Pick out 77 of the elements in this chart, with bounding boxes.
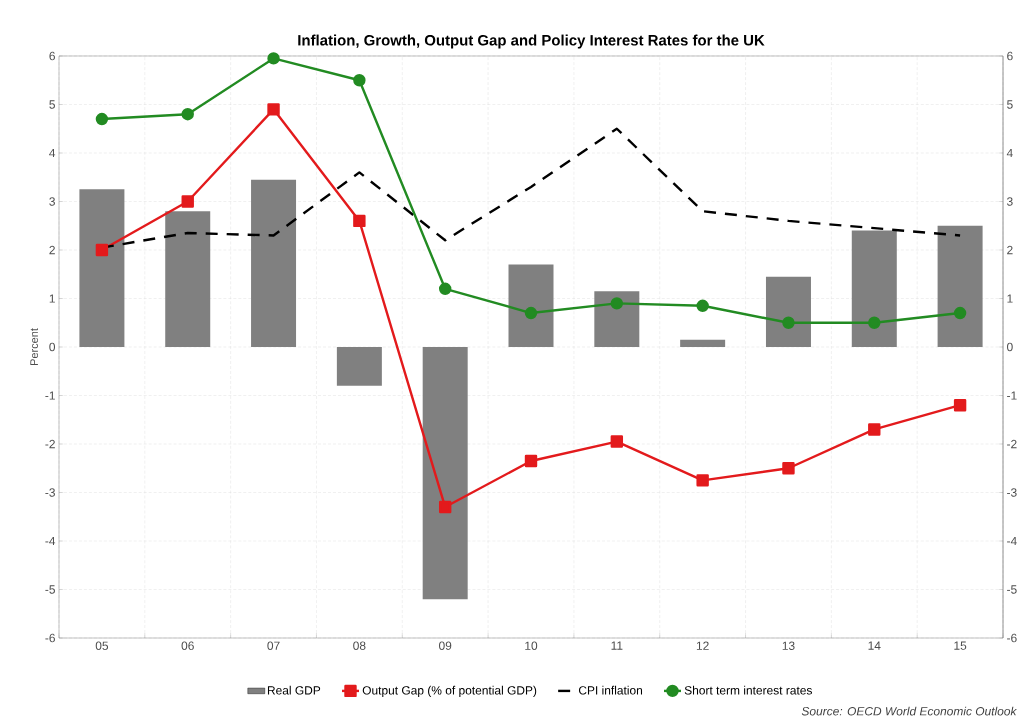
bar (79, 189, 125, 347)
x-tick-label: 11 (611, 641, 623, 650)
point (782, 316, 795, 329)
chart-title: Inflation, Growth, Output Gap and Policy Interest Rates for the UK (298, 34, 765, 49)
point (181, 195, 194, 208)
bar (765, 276, 811, 347)
x-tick-label: 06 (181, 641, 194, 650)
x-tick-label: 08 (353, 641, 366, 650)
y2-tick-label: 0 (1007, 342, 1013, 352)
point (95, 243, 109, 257)
x-tick-label: 10 (525, 641, 538, 650)
y-tick-label: -5 (45, 585, 55, 594)
point (524, 454, 538, 468)
y2-tick-label: -5 (1007, 585, 1017, 594)
bar (851, 230, 897, 347)
bar (680, 339, 726, 347)
y2-tick-label: 2 (1007, 245, 1013, 255)
y2-tick-label: -2 (1007, 439, 1017, 449)
point (953, 399, 967, 412)
source-note: Source: OECD World Economic Outlook (801, 706, 1017, 716)
y-tick-label: 2 (49, 245, 55, 255)
y2-tick-label: -6 (1007, 633, 1017, 643)
bar (165, 211, 211, 347)
y-tick-label: -1 (45, 391, 55, 400)
bar (251, 179, 297, 347)
y-tick-label: 5 (49, 100, 55, 109)
point (438, 282, 452, 295)
point (610, 297, 624, 310)
point (696, 299, 709, 312)
bar (508, 264, 554, 347)
point (181, 108, 194, 121)
y-tick-label: 4 (49, 148, 56, 158)
x-tick-label: 05 (95, 641, 109, 650)
x-tick-label: 14 (868, 641, 881, 650)
point (438, 500, 452, 514)
y2-tick-label: 4 (1006, 148, 1013, 158)
x-tick-label: 15 (954, 641, 967, 650)
y-tick-label: 6 (49, 51, 55, 61)
y-tick-label: -3 (45, 488, 55, 497)
bar (594, 291, 640, 347)
point (953, 306, 967, 320)
bar (937, 225, 983, 347)
point (868, 423, 881, 436)
point (524, 306, 538, 320)
y2-tick-label: -3 (1007, 488, 1017, 497)
point (353, 74, 366, 87)
legend-label: Short term interest rates (684, 685, 812, 695)
y-axis-title: Percent (30, 328, 39, 365)
point (782, 462, 795, 475)
bar (336, 347, 382, 386)
y2-tick-label: 3 (1007, 197, 1013, 206)
bar (422, 347, 468, 600)
point (95, 112, 109, 126)
y2-tick-label: 1 (1007, 294, 1013, 303)
y2-tick-label: 6 (1007, 51, 1013, 61)
point (267, 52, 280, 65)
point (353, 214, 366, 228)
y-tick-label: 3 (49, 197, 55, 206)
point (868, 316, 881, 329)
y-tick-label: -6 (45, 633, 55, 643)
x-tick-label: 07 (267, 641, 280, 650)
x-tick-label: 13 (782, 641, 795, 650)
point (267, 103, 280, 116)
x-tick-label: 09 (439, 641, 452, 650)
y2-tick-label: -1 (1007, 391, 1017, 400)
y2-tick-label: -4 (1007, 536, 1017, 546)
point (610, 435, 624, 448)
y-tick-label: 0 (49, 342, 56, 352)
legend-label: Output Gap (% of potential GDP) (362, 685, 537, 697)
y2-tick-label: 5 (1007, 100, 1013, 109)
y-tick-label: -4 (45, 536, 56, 546)
legend-label: CPI inflation (578, 685, 643, 695)
point (696, 474, 709, 487)
legend-label: Real GDP (267, 685, 321, 695)
y-tick-label: 1 (49, 294, 55, 303)
y-tick-label: -2 (45, 439, 55, 449)
x-tick-label: 12 (696, 641, 709, 650)
